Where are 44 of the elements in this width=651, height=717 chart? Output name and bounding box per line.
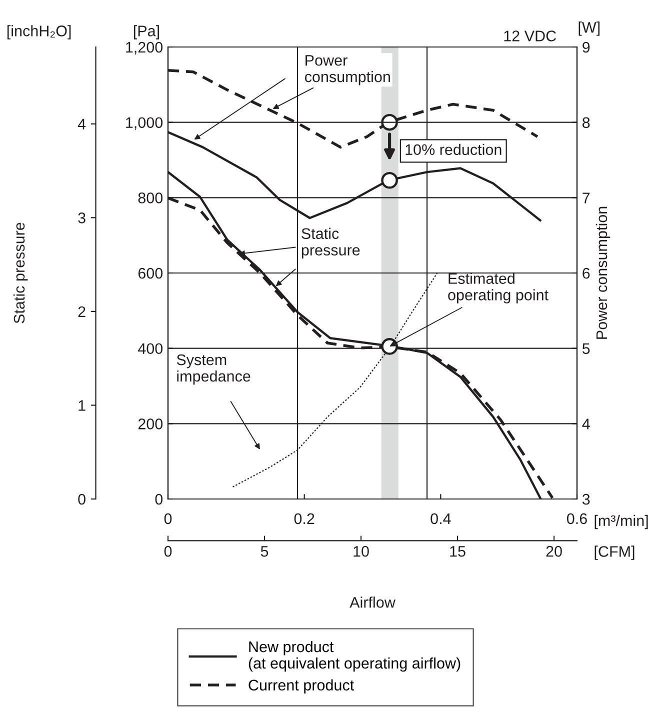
y-tick-label: 800 xyxy=(138,192,163,204)
x-tick-label: 0 xyxy=(164,513,172,524)
y-tick-label: 0 xyxy=(155,494,163,505)
annotation: Static pressure xyxy=(302,228,360,258)
x2-tick-label: 15 xyxy=(450,546,466,557)
text: 12 VDC xyxy=(504,30,556,42)
y2-tick-label: 8 xyxy=(582,117,590,128)
x2-tick-label: 10 xyxy=(354,546,369,557)
annotation: 10% reduction xyxy=(406,144,502,156)
y2-tick-label: 4 xyxy=(582,418,590,430)
annotation: Power consumption xyxy=(304,55,390,86)
y-axis-title: Static pressure xyxy=(13,222,28,324)
legend-label: New product (at equivalent operating airflow) xyxy=(248,640,460,672)
y2-tick-label: 6 xyxy=(582,268,590,279)
y3-tick-label: 0 xyxy=(78,494,86,505)
y-tick-label: 1,000 xyxy=(126,117,163,130)
x2-tick-label: 0 xyxy=(164,546,172,557)
annotation: Estimated operating point xyxy=(448,272,548,304)
y2-tick-label: 5 xyxy=(582,343,590,354)
y2-axis-title: Power consumption xyxy=(596,206,610,339)
y2-tick-label: 9 xyxy=(582,42,590,53)
y-tick-label: 1,200 xyxy=(126,42,163,54)
y-tick-label: 400 xyxy=(138,343,163,354)
y3-tick-label: 2 xyxy=(78,306,86,317)
x2-tick-label: 20 xyxy=(546,546,562,557)
x2-tick-label: 5 xyxy=(260,546,268,557)
y-tick-label: 600 xyxy=(138,268,163,279)
y2-tick-label: 3 xyxy=(582,494,590,505)
x-axis-title: Airflow xyxy=(350,596,396,608)
text: [Pa] xyxy=(134,25,159,40)
y3-tick-label: 3 xyxy=(78,212,86,224)
y2-tick-label: 7 xyxy=(582,192,590,204)
y-tick-label: 200 xyxy=(138,418,163,430)
text: [m³/min] xyxy=(594,514,648,530)
y3-tick-label: 1 xyxy=(78,400,86,411)
text: [inchH₂O] xyxy=(7,25,71,40)
legend-label: Current product xyxy=(248,679,354,694)
x-tick-label: 0.6 xyxy=(566,513,587,524)
y3-tick-label: 4 xyxy=(78,118,86,130)
annotation: System impedance xyxy=(176,354,250,385)
text: [W] xyxy=(578,22,600,36)
x-tick-label: 0.2 xyxy=(294,513,314,524)
text: [CFM] xyxy=(594,546,634,560)
x-tick-label: 0.4 xyxy=(430,513,451,524)
